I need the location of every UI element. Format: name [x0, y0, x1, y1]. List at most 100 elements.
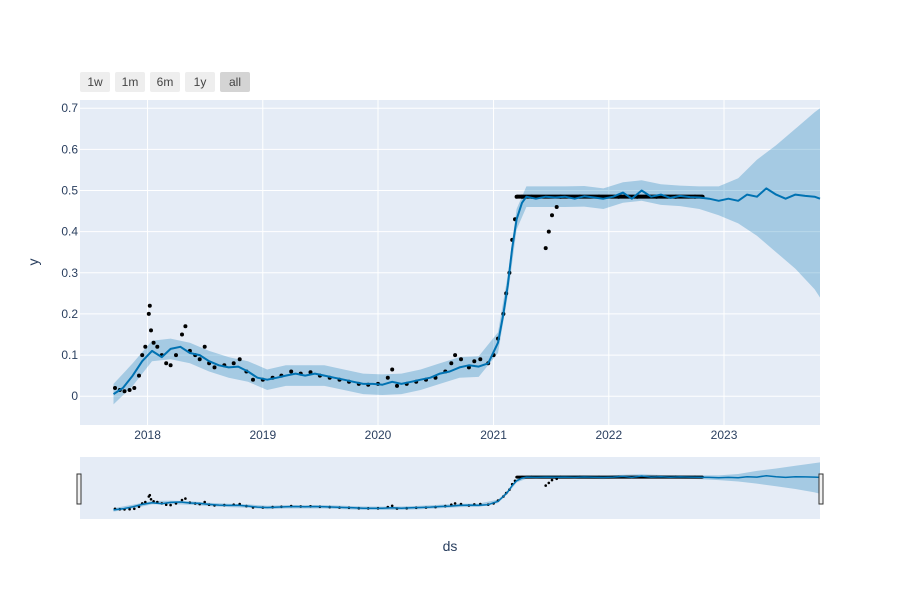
observed-point [520, 194, 524, 199]
forecast-line [113, 474, 821, 511]
x-axis-ticks: 2018 2019 2020 2021 2022 2023 [134, 428, 737, 442]
main-plot-area [112, 108, 821, 405]
range-button-all[interactable]: all [220, 72, 250, 92]
observed-point [289, 369, 294, 374]
x-tick-label: 2019 [249, 428, 276, 442]
y-tick-label: 0.2 [61, 307, 78, 321]
observed-point [390, 504, 394, 508]
range-button-label: all [229, 75, 241, 89]
range-button-6m[interactable]: 6m [150, 72, 180, 92]
observed-point [554, 205, 559, 209]
range-button-label: 1w [87, 75, 103, 89]
uncertainty-band [113, 462, 820, 512]
x-tick-label: 2018 [134, 428, 161, 442]
range-selector: 1w 1m 6m 1y all [80, 72, 250, 92]
range-slider-left-handle[interactable] [76, 473, 82, 505]
observed-point [385, 375, 390, 380]
observed-point [212, 365, 217, 370]
y-tick-label: 0.1 [61, 348, 78, 362]
observed-point [546, 229, 551, 234]
range-button-bg [150, 72, 180, 92]
range-button-1y[interactable]: 1y [185, 72, 215, 92]
range-button-label: 6m [157, 75, 174, 89]
observed-point [180, 332, 184, 337]
x-axis-title: ds [443, 538, 458, 554]
uncertainty-band [113, 108, 820, 405]
forecast-line [112, 187, 821, 395]
y-tick-label: 0.4 [61, 225, 78, 239]
observed-point [168, 363, 173, 368]
range-button-label: 1y [194, 75, 207, 89]
observed-point [148, 493, 152, 497]
observed-point [149, 498, 153, 501]
observed-point [147, 303, 152, 308]
observed-point [390, 367, 395, 372]
observed-point [184, 497, 187, 500]
observed-point [143, 344, 148, 349]
range-button-label: 1m [122, 75, 139, 89]
x-tick-label: 2020 [365, 428, 392, 442]
observed-point [152, 500, 155, 503]
observed-point [237, 357, 242, 362]
range-slider-handles [76, 473, 824, 505]
range-button-1m[interactable]: 1m [115, 72, 145, 92]
x-tick-label: 2023 [711, 428, 738, 442]
observed-point [515, 475, 518, 479]
observed-point [514, 194, 519, 199]
observed-point [251, 377, 255, 382]
range-button-bg [220, 72, 250, 92]
observed-point [197, 357, 202, 362]
observed-point [550, 478, 554, 482]
observed-point [113, 386, 117, 390]
y-tick-label: 0.7 [61, 101, 78, 115]
x-tick-label: 2021 [480, 428, 507, 442]
range-button-bg [80, 72, 110, 92]
y-tick-label: 0.6 [61, 142, 78, 156]
main-gridlines [80, 100, 820, 425]
x-tick-label: 2022 [595, 428, 622, 442]
observed-point [144, 500, 147, 504]
observed-point [550, 213, 554, 218]
observed-point [140, 353, 145, 358]
observed-point [478, 357, 483, 362]
observed-point [174, 353, 178, 358]
observed-point [164, 361, 169, 366]
observed-point [449, 361, 454, 366]
range-button-1w[interactable]: 1w [80, 72, 110, 92]
observed-point [453, 502, 457, 505]
observed-point [133, 507, 136, 511]
observed-point [203, 500, 206, 504]
y-axis-ticks: 0 0.1 0.2 0.3 0.4 0.5 0.6 0.7 [61, 101, 78, 403]
observed-point [169, 503, 172, 507]
observed-point [146, 311, 151, 316]
observed-point [132, 386, 137, 390]
observed-point [122, 389, 127, 394]
observed-point [128, 507, 131, 511]
observed-point [183, 324, 188, 329]
observed-point [395, 383, 399, 388]
observed-point [555, 477, 558, 481]
observed-point [453, 353, 458, 358]
observed-point [180, 498, 184, 502]
observed-point [547, 481, 551, 485]
observed-point [231, 361, 236, 366]
observed-point [202, 344, 207, 349]
observed-point [127, 388, 132, 392]
observed-point [544, 484, 547, 487]
range-button-bg [185, 72, 215, 92]
observed-point [149, 328, 153, 333]
observed-point [472, 359, 477, 364]
y-tick-label: 0.3 [61, 266, 78, 280]
observed-point [137, 373, 141, 378]
observed-point [151, 340, 156, 345]
y-tick-label: 0 [71, 389, 78, 403]
range-slider-right-handle[interactable] [818, 473, 824, 505]
observed-point [137, 505, 141, 509]
observed-point [155, 344, 160, 349]
range-button-bg [115, 72, 145, 92]
observed-point [543, 246, 548, 251]
range-slider[interactable] [80, 457, 820, 519]
y-tick-label: 0.5 [61, 184, 78, 198]
range-slider-preview [113, 462, 821, 512]
